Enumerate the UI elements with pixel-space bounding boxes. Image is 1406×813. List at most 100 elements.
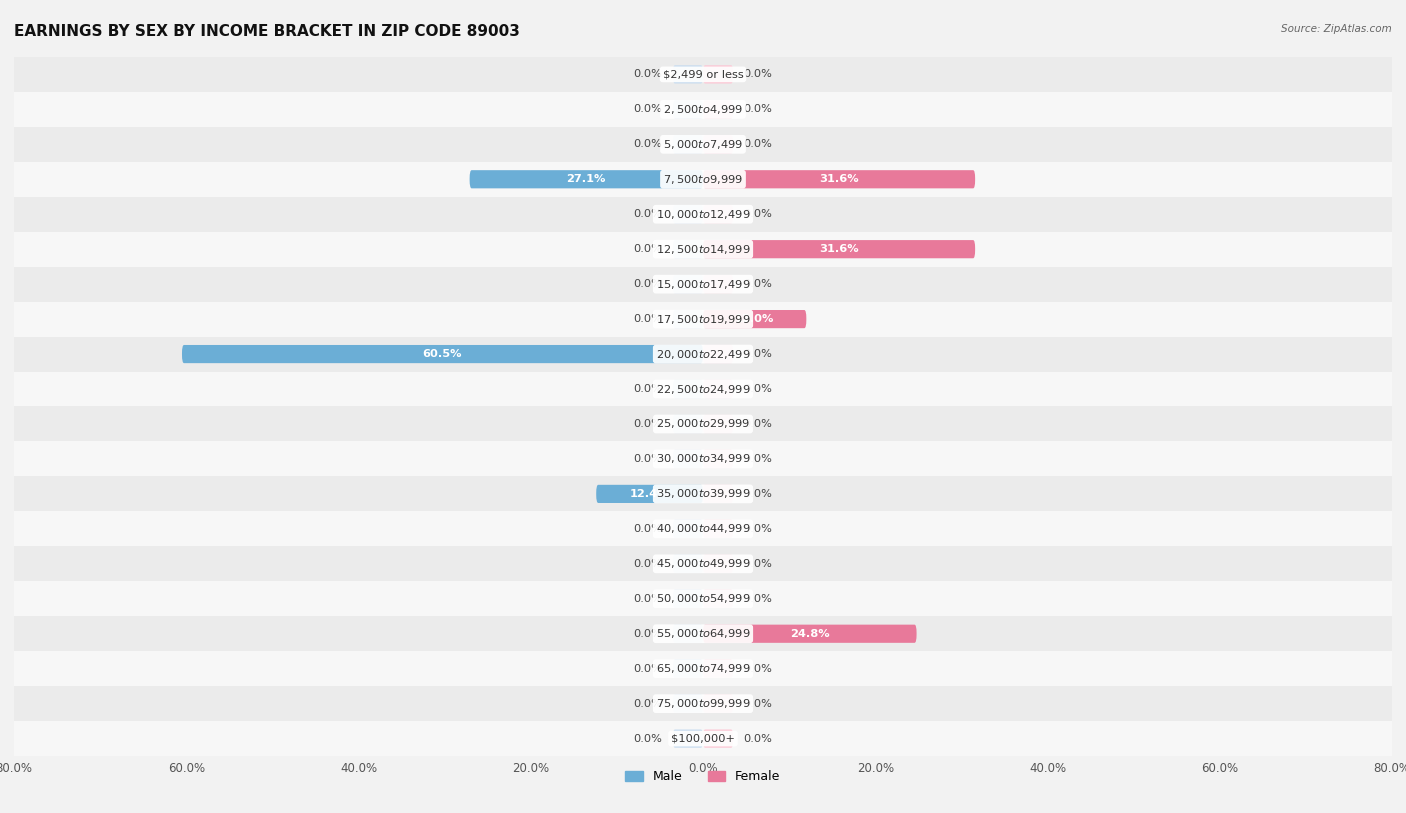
FancyBboxPatch shape (470, 170, 703, 189)
Text: $17,500 to $19,999: $17,500 to $19,999 (655, 313, 751, 325)
Text: 0.0%: 0.0% (744, 139, 772, 150)
Legend: Male, Female: Male, Female (620, 765, 786, 789)
Text: $2,499 or less: $2,499 or less (662, 69, 744, 80)
FancyBboxPatch shape (673, 659, 703, 678)
Text: 12.4%: 12.4% (630, 489, 669, 499)
FancyBboxPatch shape (703, 485, 733, 503)
Text: 0.0%: 0.0% (634, 384, 662, 394)
Bar (14, 232, 1392, 267)
Text: 0.0%: 0.0% (634, 244, 662, 254)
Text: 0.0%: 0.0% (634, 698, 662, 709)
Text: 0.0%: 0.0% (744, 104, 772, 115)
FancyBboxPatch shape (703, 310, 807, 328)
FancyBboxPatch shape (703, 729, 733, 748)
Bar (14, 616, 1392, 651)
FancyBboxPatch shape (673, 589, 703, 608)
Text: 0.0%: 0.0% (634, 419, 662, 429)
Bar (14, 686, 1392, 721)
Text: 0.0%: 0.0% (634, 524, 662, 534)
Text: 24.8%: 24.8% (790, 628, 830, 639)
Text: 0.0%: 0.0% (744, 384, 772, 394)
FancyBboxPatch shape (673, 380, 703, 398)
Text: $45,000 to $49,999: $45,000 to $49,999 (655, 558, 751, 570)
Text: $50,000 to $54,999: $50,000 to $54,999 (655, 593, 751, 605)
Text: $25,000 to $29,999: $25,000 to $29,999 (655, 418, 751, 430)
Text: 31.6%: 31.6% (820, 174, 859, 185)
Bar (14, 476, 1392, 511)
FancyBboxPatch shape (673, 205, 703, 224)
FancyBboxPatch shape (703, 589, 733, 608)
Bar (14, 406, 1392, 441)
Text: 0.0%: 0.0% (634, 628, 662, 639)
Text: 0.0%: 0.0% (634, 593, 662, 604)
FancyBboxPatch shape (673, 240, 703, 259)
Bar (14, 337, 1392, 372)
Text: 0.0%: 0.0% (744, 69, 772, 80)
FancyBboxPatch shape (673, 554, 703, 573)
Bar (14, 267, 1392, 302)
FancyBboxPatch shape (673, 65, 703, 84)
FancyBboxPatch shape (703, 659, 733, 678)
FancyBboxPatch shape (703, 450, 733, 468)
Bar (14, 197, 1392, 232)
FancyBboxPatch shape (673, 135, 703, 154)
Bar (14, 651, 1392, 686)
FancyBboxPatch shape (703, 345, 733, 363)
FancyBboxPatch shape (596, 485, 703, 503)
Text: $65,000 to $74,999: $65,000 to $74,999 (655, 663, 751, 675)
Text: $35,000 to $39,999: $35,000 to $39,999 (655, 488, 751, 500)
Text: 0.0%: 0.0% (744, 559, 772, 569)
FancyBboxPatch shape (673, 275, 703, 293)
Bar (14, 92, 1392, 127)
Bar (14, 511, 1392, 546)
Text: 60.5%: 60.5% (423, 349, 463, 359)
Bar (14, 721, 1392, 756)
Text: $30,000 to $34,999: $30,000 to $34,999 (655, 453, 751, 465)
Text: 0.0%: 0.0% (634, 139, 662, 150)
Text: $22,500 to $24,999: $22,500 to $24,999 (655, 383, 751, 395)
FancyBboxPatch shape (703, 135, 733, 154)
Text: 0.0%: 0.0% (634, 69, 662, 80)
Text: Source: ZipAtlas.com: Source: ZipAtlas.com (1281, 24, 1392, 34)
FancyBboxPatch shape (703, 170, 976, 189)
Text: 0.0%: 0.0% (744, 593, 772, 604)
Text: 0.0%: 0.0% (744, 733, 772, 744)
FancyBboxPatch shape (703, 624, 917, 643)
FancyBboxPatch shape (673, 694, 703, 713)
Text: 0.0%: 0.0% (744, 209, 772, 220)
Text: 0.0%: 0.0% (744, 663, 772, 674)
FancyBboxPatch shape (703, 205, 733, 224)
Text: $7,500 to $9,999: $7,500 to $9,999 (664, 173, 742, 185)
Text: 0.0%: 0.0% (744, 349, 772, 359)
Bar (14, 372, 1392, 406)
FancyBboxPatch shape (703, 520, 733, 538)
Bar (14, 441, 1392, 476)
Bar (14, 57, 1392, 92)
Text: 0.0%: 0.0% (634, 314, 662, 324)
Text: 0.0%: 0.0% (744, 698, 772, 709)
FancyBboxPatch shape (703, 240, 976, 259)
Text: 0.0%: 0.0% (634, 209, 662, 220)
FancyBboxPatch shape (673, 624, 703, 643)
FancyBboxPatch shape (703, 694, 733, 713)
FancyBboxPatch shape (673, 100, 703, 119)
FancyBboxPatch shape (673, 520, 703, 538)
Text: 0.0%: 0.0% (744, 419, 772, 429)
FancyBboxPatch shape (181, 345, 703, 363)
Text: $100,000+: $100,000+ (671, 733, 735, 744)
Text: $5,000 to $7,499: $5,000 to $7,499 (664, 138, 742, 150)
Text: $75,000 to $99,999: $75,000 to $99,999 (655, 698, 751, 710)
FancyBboxPatch shape (673, 310, 703, 328)
Text: $12,500 to $14,999: $12,500 to $14,999 (655, 243, 751, 255)
Text: 0.0%: 0.0% (634, 279, 662, 289)
Bar (14, 581, 1392, 616)
Text: $20,000 to $22,499: $20,000 to $22,499 (655, 348, 751, 360)
Text: 0.0%: 0.0% (744, 524, 772, 534)
Text: 0.0%: 0.0% (744, 489, 772, 499)
Text: 0.0%: 0.0% (744, 279, 772, 289)
Bar (14, 302, 1392, 337)
Bar (14, 546, 1392, 581)
Bar (14, 162, 1392, 197)
FancyBboxPatch shape (703, 380, 733, 398)
Text: $15,000 to $17,499: $15,000 to $17,499 (655, 278, 751, 290)
